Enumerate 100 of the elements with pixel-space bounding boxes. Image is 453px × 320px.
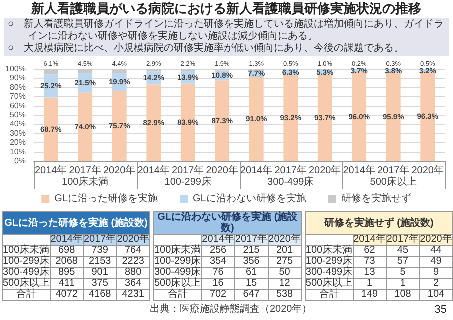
text: 数)	[221, 223, 234, 234]
y-tick-label: 合計	[154, 289, 202, 300]
data-label: 4168	[83, 289, 117, 300]
x-tick-label: 2017年	[234, 234, 268, 246]
data-label: 49	[420, 256, 453, 268]
x-tick-label: 2017年	[386, 234, 420, 246]
text: 500床以上	[369, 177, 418, 189]
x-tick-label: 2020年	[104, 164, 136, 176]
data-label: 215	[234, 245, 268, 256]
data-label: 764	[116, 245, 150, 256]
y-tick-label: 300-499床	[154, 267, 202, 278]
text: 100床未満	[61, 177, 110, 189]
y-tick-label: 合計	[305, 289, 354, 300]
data-label: 354	[202, 256, 235, 268]
data-label: 1	[353, 278, 386, 290]
chart-title: GLに沿った研修を実施 (施設数)	[4, 218, 148, 228]
data-label: 73	[353, 256, 386, 268]
data-label: 104	[420, 289, 453, 300]
data-label: 647	[234, 289, 268, 300]
data-label: 108	[386, 289, 420, 300]
data-label: 895	[50, 267, 84, 278]
data-label: 9	[420, 267, 453, 278]
x-tick-label: 2020年	[268, 234, 302, 246]
data-label: 256	[202, 245, 235, 256]
y-tick-label: 50%	[10, 110, 26, 120]
y-tick-label: 100床未満	[2, 245, 50, 256]
y-tick-label: 500床以上	[305, 278, 354, 290]
y-tick-label: 70%	[10, 92, 26, 102]
y-tick-label: 100-299床	[2, 256, 50, 268]
y-tick-label: 500床以上	[2, 278, 50, 290]
chart-title: GLに沿わない研修を実施 (施設	[158, 212, 298, 223]
x-tick-label: 2017年	[274, 164, 307, 176]
x-tick-label: 2017年	[378, 164, 410, 176]
data-label: 5	[386, 267, 420, 278]
data-label: 4072	[50, 289, 84, 300]
data-label: 2068	[50, 256, 84, 268]
data-label: 411	[50, 278, 84, 290]
y-tick-label: 30%	[10, 128, 26, 138]
data-label: 4231	[116, 289, 150, 300]
x-tick-label: 2017年	[172, 164, 204, 176]
data-label: 1	[386, 278, 420, 290]
data-label: 739	[83, 245, 117, 256]
x-tick-label: 2020年	[309, 164, 342, 176]
x-tick-label: 2020年	[116, 234, 150, 246]
y-tick-label: 10%	[10, 147, 26, 156]
data-label: 16	[202, 278, 235, 290]
x-tick-label: 2014年	[50, 234, 84, 246]
data-label: 76	[202, 267, 235, 278]
y-tick-label: 20%	[10, 138, 26, 148]
chart-title: 研修を実施せず (施設数)	[324, 218, 434, 228]
text: ○ 新人看護職員研修ガイドラインに沿った研修を実施している施設は増加傾向にあり、ガイドラインに沿わない研修や研修を実施しない施設は減少傾向にある。	[8, 19, 445, 42]
x-tick-label: 2014年	[138, 164, 170, 176]
data-label: 364	[116, 278, 150, 290]
text: 100-299床	[164, 177, 212, 189]
y-tick-label: 90%	[10, 74, 26, 83]
y-tick-label: 100床未満	[305, 245, 354, 256]
y-tick-label: 0%	[14, 156, 26, 166]
text: 35	[434, 304, 447, 316]
data-label: 61	[234, 267, 268, 278]
y-tick-label: 100-299床	[305, 256, 354, 268]
x-tick-label: 2014年	[35, 164, 68, 176]
data-label: 901	[83, 267, 117, 278]
data-label: 62	[353, 245, 386, 256]
x-tick-label: 2014年	[202, 234, 235, 246]
y-tick-label: 100床未満	[154, 245, 202, 256]
x-tick-label: 2020年	[420, 234, 453, 246]
data-label: 12	[268, 278, 302, 290]
data-label: 149	[353, 289, 386, 300]
legend-label: GLに沿わない研修を実施	[193, 192, 306, 204]
y-tick-label: 60%	[10, 101, 26, 110]
data-label: 50	[268, 267, 302, 278]
x-tick-label: 2017年	[69, 164, 102, 176]
text: 300-499床	[266, 177, 316, 189]
chart-title: 新人看護職員がいる病院における新人看護職員研修実施状況の推移	[30, 1, 422, 17]
y-tick-label: 100-299床	[154, 256, 202, 268]
data-label: 375	[83, 278, 117, 290]
y-tick-label: 合計	[2, 289, 50, 300]
data-label: 201	[268, 245, 302, 256]
data-label: 702	[202, 289, 235, 300]
legend-label: GLに沿った研修を実施	[54, 192, 158, 204]
data-label: 538	[268, 289, 302, 300]
x-tick-label: 2017年	[83, 234, 117, 246]
x-tick-label: 2014年	[240, 164, 273, 176]
y-tick-label: 500床以上	[154, 278, 202, 290]
data-label: 2223	[116, 256, 150, 268]
data-label: 15	[234, 278, 268, 290]
text: ○ 大規模病院に比べ、小規模病院の研修実施率が低い傾向にあり、今後の課題である。	[8, 43, 406, 55]
x-tick-label: 2014年	[343, 164, 376, 176]
data-label: 275	[268, 256, 302, 268]
source-note: 出典：医療施設静態調査（2020年）	[150, 304, 312, 316]
y-tick-label: 300-499床	[305, 267, 354, 278]
y-tick-label: 80%	[10, 82, 26, 92]
y-tick-label: 100%	[6, 64, 26, 74]
data-label: 356	[234, 256, 268, 268]
x-tick-label: 2020年	[412, 164, 444, 176]
x-tick-label: 2020年	[206, 164, 238, 176]
legend-label: 研修を実施せず	[341, 192, 412, 204]
data-label: 2153	[83, 256, 117, 268]
y-tick-label: 300-499床	[2, 267, 50, 278]
y-tick-label: 40%	[10, 120, 26, 129]
